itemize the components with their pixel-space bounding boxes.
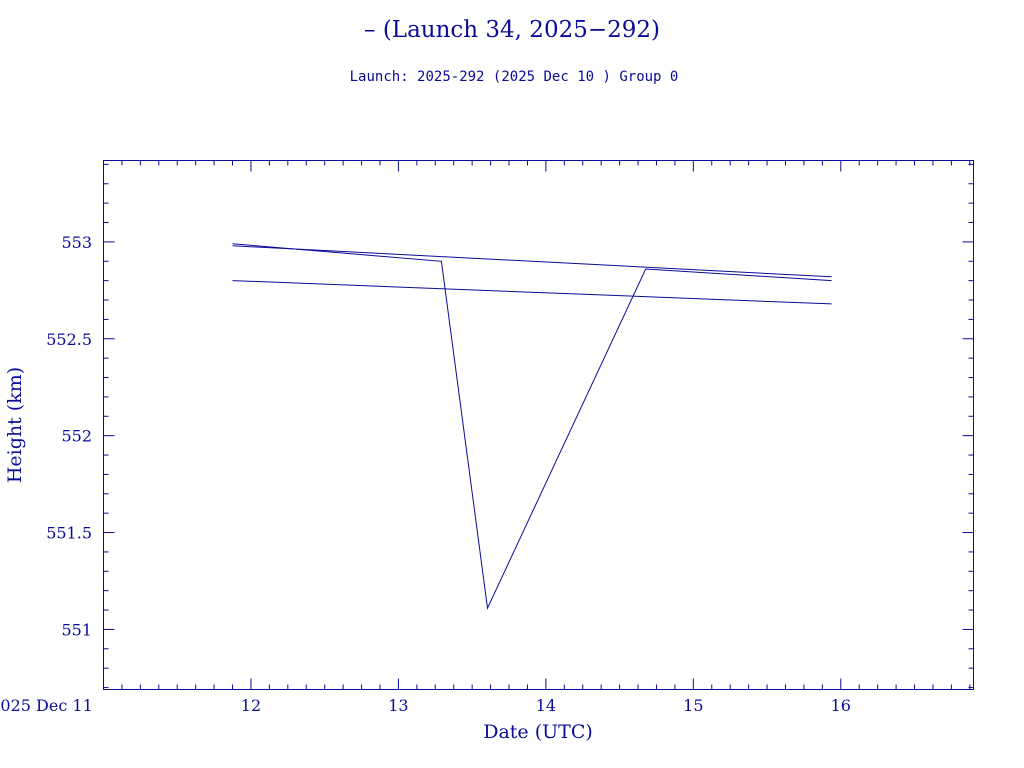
y-tick-label: 552.5 (46, 330, 92, 349)
y-axis-label: Height (km) (4, 367, 26, 483)
chart-subtitle: Launch: 2025-292 (2025 Dec 10 ) Group 0 (350, 69, 679, 85)
plot-area (232, 243, 832, 610)
x-tick-label: 13 (388, 696, 408, 715)
x-tick-label: 2025 Dec 11 (0, 696, 93, 715)
x-tick-label: 12 (241, 696, 261, 715)
plot-frame (103, 160, 974, 690)
chart-title: – (Launch 34, 2025−292) (364, 17, 660, 43)
y-axis: 551 551.5 552 552.5 553 (46, 163, 974, 689)
series-line-1 (232, 243, 832, 610)
y-tick-label: 553 (61, 233, 92, 252)
series-line-2 (232, 245, 832, 278)
x-axis: 2025 Dec 11 12 13 14 15 16 (0, 160, 971, 715)
y-tick-label: 551 (61, 620, 92, 639)
x-tick-label: 16 (831, 696, 851, 715)
series-line-3 (232, 280, 832, 305)
x-tick-label: 14 (536, 696, 556, 715)
x-tick-label: 15 (683, 696, 703, 715)
y-tick-label: 551.5 (46, 524, 92, 543)
y-tick-label: 552 (61, 427, 92, 446)
x-axis-label: Date (UTC) (483, 721, 593, 743)
